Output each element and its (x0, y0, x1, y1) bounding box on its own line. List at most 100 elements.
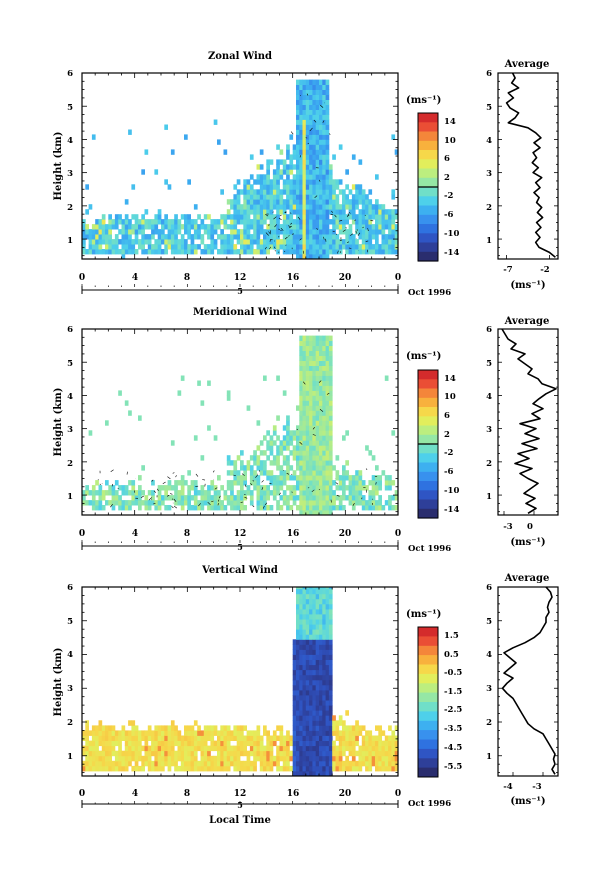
heat-cell (118, 229, 122, 235)
heat-cell (170, 149, 175, 155)
heat-cell (309, 234, 313, 240)
heat-cell (296, 765, 300, 772)
heat-cell (259, 219, 264, 225)
heat-cell (128, 755, 132, 762)
heat-cell (82, 244, 86, 250)
heat-cell (296, 445, 300, 451)
heat-cell (309, 480, 313, 486)
colorbar-segment (418, 499, 438, 510)
heat-cell (128, 730, 132, 736)
heat-cell (299, 365, 303, 371)
heat-cell (272, 440, 277, 446)
heat-cell (138, 730, 142, 736)
heat-cell (286, 244, 290, 250)
heat-cell (312, 730, 317, 736)
heat-cell (328, 654, 333, 660)
heat-cell (276, 219, 280, 225)
heat-cell (213, 244, 218, 250)
heat-cell (305, 430, 310, 436)
heat-cell (328, 345, 333, 351)
heat-cell (309, 485, 313, 491)
heat-cell (325, 164, 330, 170)
heat-cell (299, 239, 303, 245)
heat-cell (325, 715, 330, 721)
heat-cell (378, 480, 382, 486)
heat-cell (91, 730, 96, 736)
heat-cell (315, 380, 320, 386)
heat-cell (174, 244, 178, 250)
heat-cell (197, 760, 201, 767)
heat-cell (187, 249, 191, 255)
heat-cell (85, 730, 89, 736)
heat-cell (98, 490, 103, 496)
heat-cell (114, 490, 119, 496)
heat-cell (302, 94, 307, 100)
heat-cell (289, 134, 294, 140)
y-tick-label: 3 (67, 169, 73, 179)
heat-cell (299, 679, 303, 686)
heat-cell (282, 425, 287, 431)
heat-cell (312, 608, 317, 615)
heat-cell (253, 745, 257, 752)
heat-cell (358, 219, 363, 225)
heat-cell (319, 124, 323, 130)
heat-cell (315, 134, 320, 140)
heat-cell (114, 760, 119, 767)
heat-cell (243, 234, 247, 240)
heat-cell (391, 730, 396, 736)
heat-cell (296, 164, 300, 170)
colorbar-segment (418, 224, 438, 234)
contour-segment (110, 469, 114, 473)
heat-cell (322, 234, 326, 240)
heat-cell (296, 770, 300, 776)
heatmap-cells (82, 587, 398, 776)
heat-cell (322, 475, 326, 481)
heat-cell (266, 755, 270, 762)
heat-cell (88, 430, 93, 436)
heat-cell (253, 209, 257, 215)
heat-cell (223, 490, 228, 496)
heat-cell (144, 219, 149, 225)
heat-cell (154, 219, 159, 225)
heat-cell (302, 239, 307, 245)
heat-cell (319, 510, 323, 515)
heat-cell (319, 420, 323, 426)
heat-cell (302, 355, 307, 361)
heat-cell (368, 765, 373, 772)
heat-cell (328, 735, 333, 741)
heat-cell (315, 593, 320, 600)
heat-cell (95, 735, 99, 741)
heat-cell (174, 224, 178, 230)
heat-cell (124, 244, 129, 250)
heat-cell (263, 234, 267, 240)
heat-cell (95, 750, 99, 757)
heat-cell (210, 730, 215, 736)
heat-cell (312, 669, 317, 676)
contour-segment (323, 236, 325, 240)
heat-cell (296, 750, 300, 757)
heat-cell (289, 204, 294, 210)
heat-cell (305, 340, 310, 346)
heat-cell (187, 219, 191, 225)
heat-cell (292, 750, 297, 757)
heat-cell (338, 204, 343, 210)
heat-cell (361, 725, 366, 731)
heat-cell (325, 239, 330, 245)
heat-cell (266, 735, 270, 741)
heat-cell (335, 179, 340, 185)
heat-cell (361, 239, 366, 245)
colorbar-tick-label: -10 (444, 486, 459, 496)
heat-cell (338, 715, 343, 721)
heat-cell (328, 229, 333, 235)
heat-cell (319, 593, 323, 600)
heat-cell (319, 400, 323, 406)
contour-segment (169, 493, 173, 495)
heat-cell (253, 450, 257, 456)
heat-cell (375, 224, 379, 230)
heat-cell (269, 189, 274, 195)
heat-cell (309, 475, 313, 481)
colorbar-tick-labels: 14 10 6 2 -2 -6 -10 -14 (444, 117, 459, 258)
heat-cell (282, 169, 287, 175)
heat-cell (292, 450, 297, 456)
heat-cell (309, 740, 313, 747)
